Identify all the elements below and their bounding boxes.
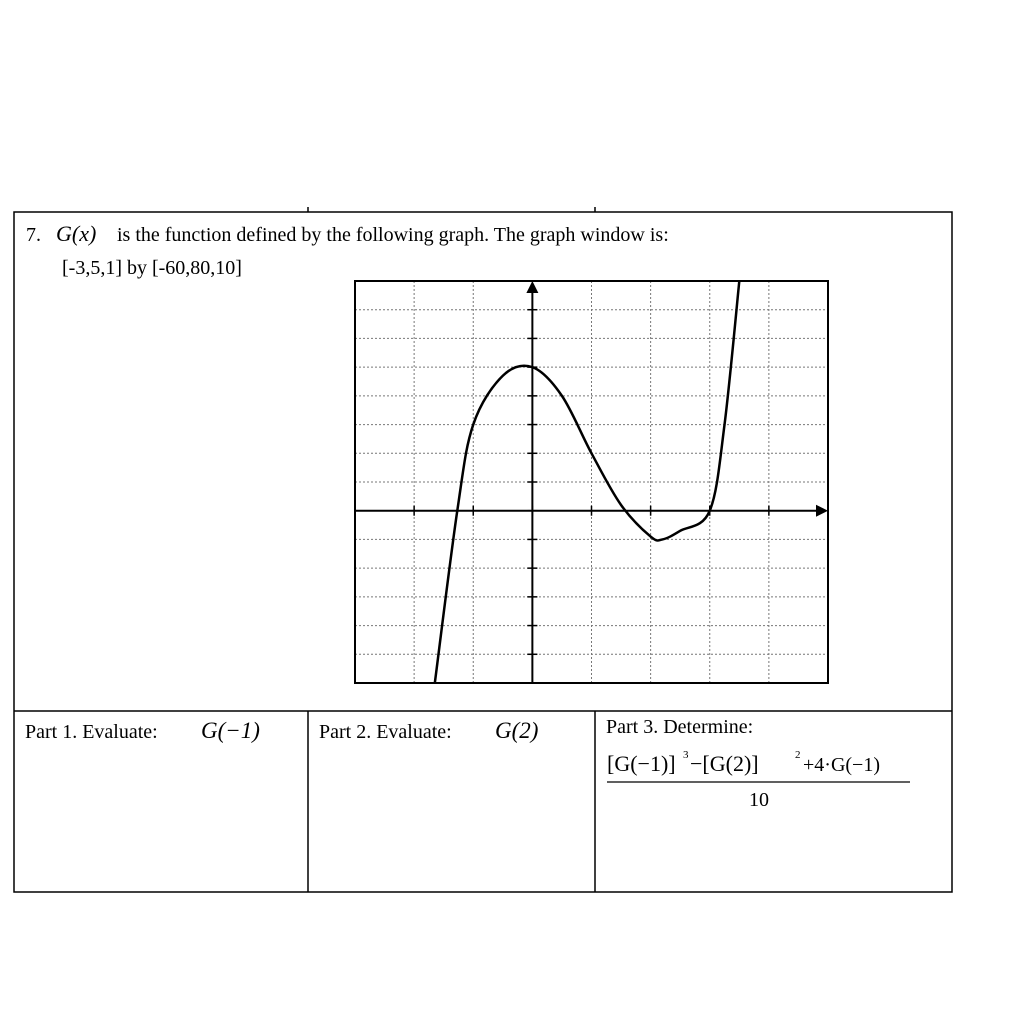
part-label: Part 2. Evaluate: [319,721,452,743]
part-label: Part 3. Determine: [606,716,753,738]
numerator-term: [G(−1)] [607,751,676,776]
y-axis-arrow [526,281,539,293]
graph [354,280,829,684]
numerator-term: +4·G(−1) [803,754,880,776]
part-expression: G(2) [495,718,538,743]
problem-statement: is the function defined by the following… [117,224,669,246]
table-border [13,211,953,893]
numerator-exponent: 3 [683,749,689,761]
graph-window: [-3,5,1] by [-60,80,10] [62,257,242,279]
graph-border [354,280,829,684]
x-axis-arrow [816,504,828,517]
denominator: 10 [749,789,769,811]
numerator-term: −[G(2)] [690,751,759,776]
part-label: Part 1. Evaluate: [25,721,158,743]
function-name: G(x) [56,221,96,246]
numerator-exponent: 2 [795,749,801,761]
function-curve [433,280,741,684]
problem-number: 7. [26,224,41,246]
part-expression: G(−1) [201,718,260,743]
table-frame [13,207,953,893]
